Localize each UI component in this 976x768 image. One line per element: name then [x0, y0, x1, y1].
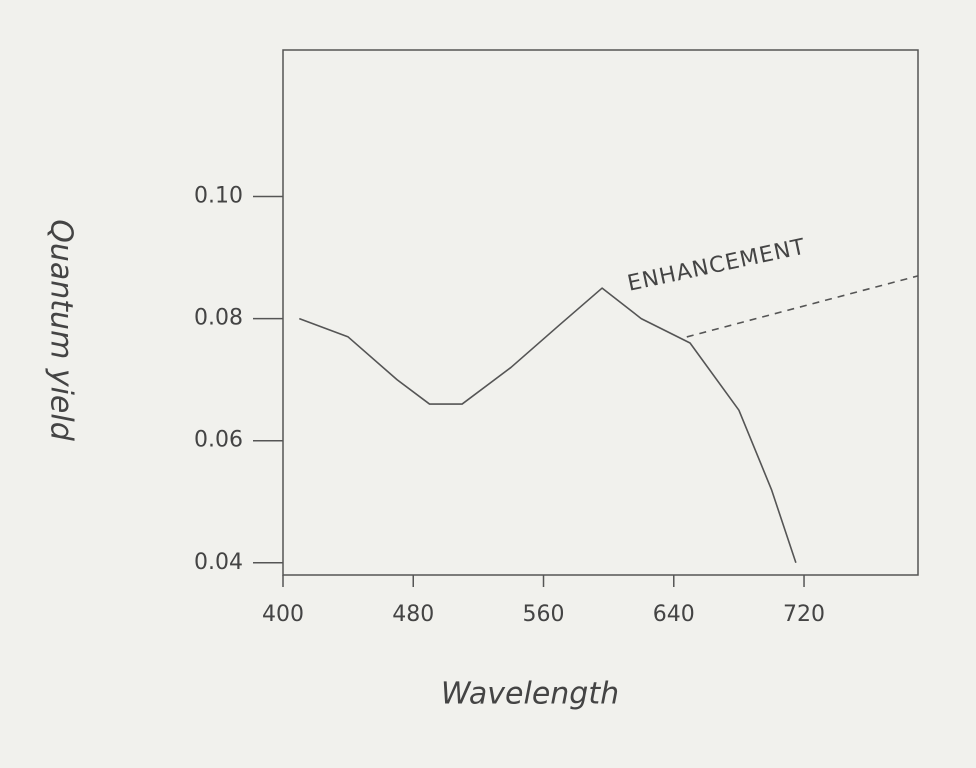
x-tick-label: 720: [783, 602, 825, 627]
x-tick-label: 640: [653, 602, 695, 627]
x-axis-title: Wavelength: [441, 677, 619, 712]
x-tick-label: 560: [523, 602, 565, 627]
y-tick-label: 0.08: [194, 306, 243, 331]
data-line: [686, 275, 919, 338]
plot-frame: [282, 49, 919, 576]
y-tick-label: 0.04: [194, 550, 243, 575]
annotation: ENHANCEMENT: [625, 235, 808, 297]
x-tick-label: 480: [392, 602, 434, 627]
y-axis-title: Quantum yield: [44, 219, 79, 441]
data-line: [299, 287, 797, 564]
y-tick-label: 0.10: [194, 184, 243, 209]
y-tick-label: 0.06: [194, 428, 243, 453]
x-tick-label: 400: [262, 602, 304, 627]
